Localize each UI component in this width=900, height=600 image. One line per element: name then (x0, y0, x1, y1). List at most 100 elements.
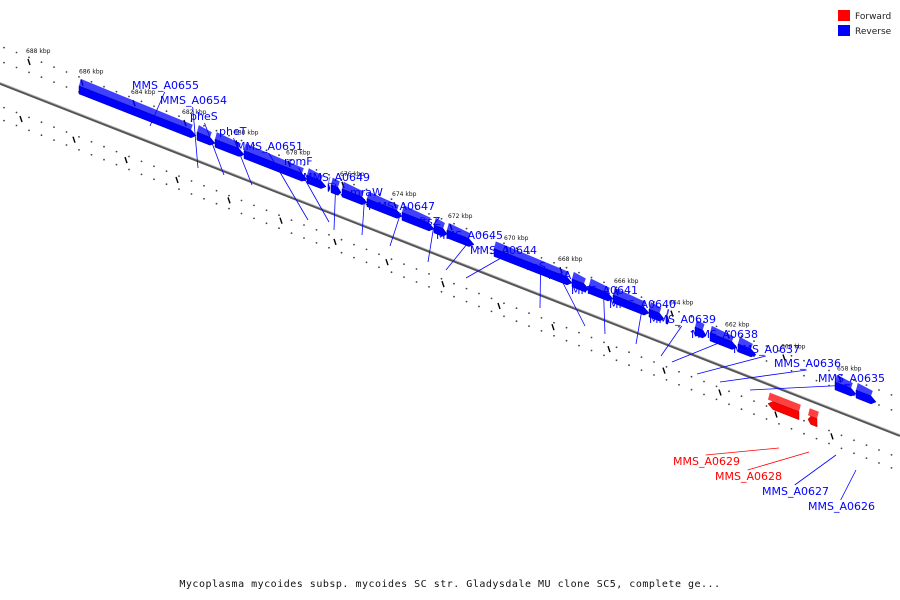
gene-label-mms_a0655[interactable]: MMS_A0655 (132, 79, 199, 92)
gene-label-mms_a0649[interactable]: MMS_A0649 (303, 171, 370, 184)
scale-tick-label: 688 kbp (26, 48, 51, 55)
gene-label-lspa[interactable]: lspA (548, 269, 572, 282)
frame-dot (90, 140, 93, 143)
gene-label-mms_a0638[interactable]: MMS_A0638 (691, 328, 758, 341)
scale-tick-bottom (551, 323, 555, 331)
gene-label-mms_a0644[interactable]: MMS_A0644 (470, 244, 537, 257)
gene-box-mms_a0639[interactable] (648, 308, 665, 322)
frame-dot (140, 100, 143, 103)
scale-tick-bottom (497, 302, 501, 310)
frame-dot (653, 361, 655, 363)
frame-dot (640, 369, 643, 371)
gene-label-phet[interactable]: pheT (219, 125, 247, 138)
frame-dot (653, 374, 655, 376)
legend-reverse-label: Reverse (855, 27, 892, 37)
frame-dot (478, 232, 480, 235)
gene-leader-line (192, 106, 199, 169)
gene-label-mms_a0651[interactable]: MMS_A0651 (236, 140, 303, 153)
gene-box-rpmf[interactable] (327, 183, 331, 192)
gene-label-mraw[interactable]: mraW (350, 186, 383, 199)
gene-label-rpmf[interactable]: rpmF (284, 155, 313, 168)
frame-dot (603, 341, 605, 344)
gene-box-mms_a0629[interactable] (767, 401, 800, 421)
gene-label-ftsz[interactable]: ftsZ (419, 215, 441, 228)
frame-dot (565, 266, 568, 269)
gene-box-top (307, 168, 323, 181)
scale-tick-label: 676 kbp (340, 171, 365, 178)
frame-dot (478, 292, 480, 295)
frame-dot (728, 330, 730, 333)
gene-label-mms_a0654[interactable]: MMS_A0654 (160, 94, 227, 107)
gene-box-mms_a0651[interactable] (306, 174, 327, 189)
gene-leader-line (660, 325, 683, 357)
frame-dot (628, 291, 630, 294)
gene-label-mms_a0627[interactable]: MMS_A0627 (762, 485, 829, 498)
gene-box-mms_a0637[interactable] (694, 326, 707, 339)
gene-label-mms_a0629[interactable]: MMS_A0629 (673, 455, 740, 468)
scale-tick-bottom (227, 197, 231, 204)
gene-label-mms_a0645[interactable]: MMS_A0645 (436, 229, 503, 242)
gene-leader-line (298, 167, 330, 223)
gene-box-mms_a0641[interactable] (588, 285, 614, 302)
frame-dot (865, 457, 868, 459)
gene-box-mms_a0655[interactable] (78, 85, 197, 139)
frame-dot (253, 217, 255, 220)
frame-dot (565, 326, 568, 329)
scale-tick-label: 684 kbp (131, 89, 156, 96)
scale-tick-bottom (441, 280, 445, 288)
gene-label-mms_a0626[interactable]: MMS_A0626 (808, 500, 875, 513)
gene-label-mms_a0641[interactable]: MMS_A0641 (571, 284, 638, 297)
gene-label-mms_a0647[interactable]: MMS_A0647 (368, 200, 435, 213)
frame-dot (490, 297, 493, 300)
frame-dot (590, 276, 593, 279)
gene-box-mms_a0638[interactable] (665, 315, 670, 325)
gene-box-phet[interactable] (243, 150, 308, 182)
frame-dot (815, 364, 818, 367)
gene-label-mms_a0639[interactable]: MMS_A0639 (649, 313, 716, 326)
gene-box-phes[interactable] (214, 138, 245, 157)
gene-label-mms_a0636[interactable]: MMS_A0636 (774, 357, 841, 370)
gene-box-lspa[interactable] (571, 278, 590, 292)
frame-dot (615, 286, 618, 289)
frame-dot (765, 345, 768, 347)
gene-label-phes[interactable]: pheS (190, 110, 218, 123)
gene-box-ftsz[interactable] (401, 211, 435, 232)
gene-leader-line (389, 212, 402, 247)
frame-dot (53, 81, 55, 83)
frame-dot (115, 150, 118, 153)
frame-dot (703, 393, 705, 396)
frame-dot (28, 129, 30, 132)
gene-label-mms_a0628[interactable]: MMS_A0628 (715, 470, 782, 483)
gene-label-mms_a0635[interactable]: MMS_A0635 (818, 372, 885, 385)
gene-box-mms_a0628[interactable] (807, 416, 818, 428)
frame-dot (340, 178, 343, 181)
frame-dot (753, 413, 755, 415)
frame-dot (265, 149, 268, 152)
frame-dot (390, 258, 393, 261)
frame-dot (165, 183, 168, 186)
frame-dot (728, 403, 730, 406)
frame-dot (215, 189, 218, 192)
frame-dot (503, 242, 505, 245)
frame-dot (528, 252, 530, 255)
frame-dot (890, 454, 893, 456)
gene-label-mms_a0637[interactable]: MMS_A0637 (733, 343, 800, 356)
gene-label-mms_a0640[interactable]: MMS_A0640 (609, 298, 676, 311)
frame-dot (340, 238, 343, 241)
gene-box-iles[interactable] (493, 248, 573, 286)
frame-dot (428, 273, 430, 275)
frame-dot (353, 256, 355, 259)
gene-label-iles[interactable]: ileS (526, 260, 546, 273)
gene-box-mms_a0644[interactable] (446, 229, 475, 247)
gene-box-mms_a0635[interactable] (737, 343, 757, 358)
gene-box-mms_a0640[interactable] (612, 294, 650, 316)
gene-box-top (367, 191, 399, 211)
frame-dot (78, 76, 80, 78)
gene-box-mms_a0645[interactable] (433, 224, 448, 237)
gene-box-mms_a0626[interactable] (855, 389, 877, 405)
gene-box-mms_a0649[interactable] (330, 184, 342, 196)
gene-leader-line (562, 281, 586, 327)
frame-dot (78, 136, 80, 138)
frame-dot (665, 379, 668, 381)
scale-tick-bottom (774, 411, 778, 418)
